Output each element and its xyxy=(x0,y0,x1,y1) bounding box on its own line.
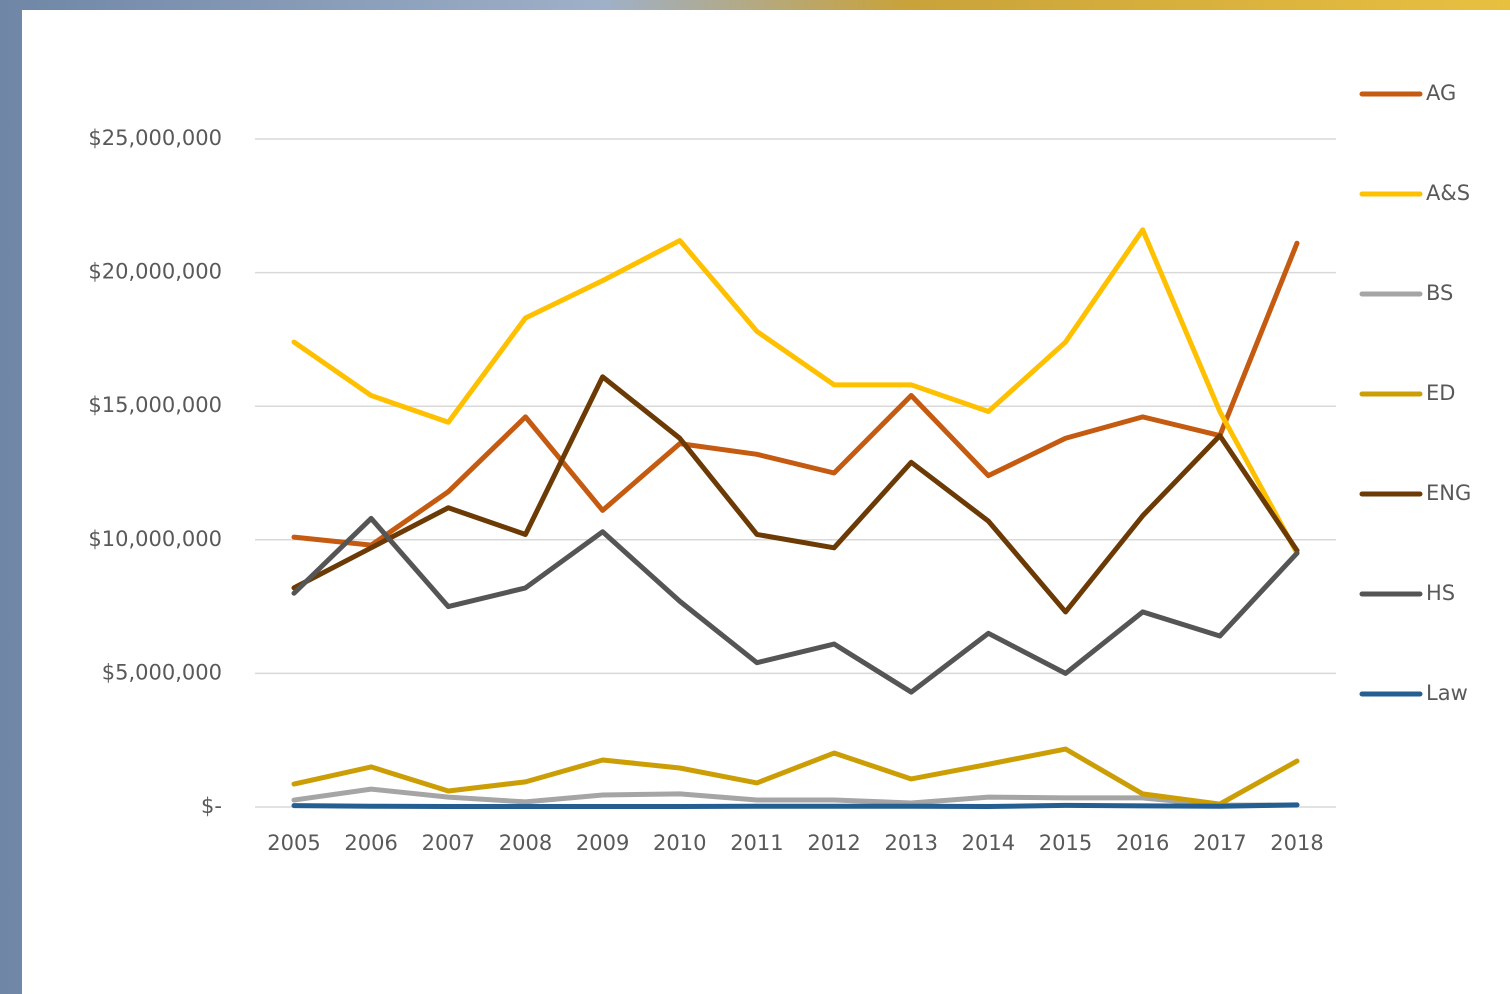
x-tick-label: 2011 xyxy=(730,831,783,855)
legend-label: A&S xyxy=(1426,181,1470,205)
legend-label: Law xyxy=(1426,681,1468,705)
x-tick-label: 2009 xyxy=(576,831,629,855)
y-tick-label: $- xyxy=(201,794,222,818)
x-tick-label: 2018 xyxy=(1270,831,1323,855)
legend-label: ENG xyxy=(1426,481,1471,505)
y-tick-label: $5,000,000 xyxy=(102,660,222,684)
legend-label: BS xyxy=(1426,281,1453,305)
y-tick-label: $10,000,000 xyxy=(88,527,222,551)
page: {"chart_data": {"type": "line", "x": ["2… xyxy=(0,0,1510,994)
legend-label: HS xyxy=(1426,581,1455,605)
series-line xyxy=(294,230,1297,553)
x-tick-label: 2007 xyxy=(422,831,475,855)
x-tick-label: 2013 xyxy=(885,831,938,855)
x-tick-label: 2006 xyxy=(344,831,397,855)
legend-label: ED xyxy=(1426,381,1455,405)
x-tick-label: 2014 xyxy=(962,831,1015,855)
x-tick-label: 2005 xyxy=(267,831,320,855)
y-tick-label: $20,000,000 xyxy=(88,260,222,284)
y-tick-label: $25,000,000 xyxy=(88,126,222,150)
x-tick-label: 2015 xyxy=(1039,831,1092,855)
legend-label: AG xyxy=(1426,81,1456,105)
series-line xyxy=(294,243,1297,545)
y-tick-label: $15,000,000 xyxy=(88,393,222,417)
series-line xyxy=(294,518,1297,692)
chart: $- $5,000,000 $10,000,000 $15,000,000 $20,00… xyxy=(0,0,1510,994)
x-tick-label: 2016 xyxy=(1116,831,1169,855)
x-tick-label: 2012 xyxy=(807,831,860,855)
x-tick-label: 2010 xyxy=(653,831,706,855)
series-line xyxy=(294,805,1297,807)
x-tick-label: 2017 xyxy=(1193,831,1246,855)
x-tick-label: 2008 xyxy=(499,831,552,855)
